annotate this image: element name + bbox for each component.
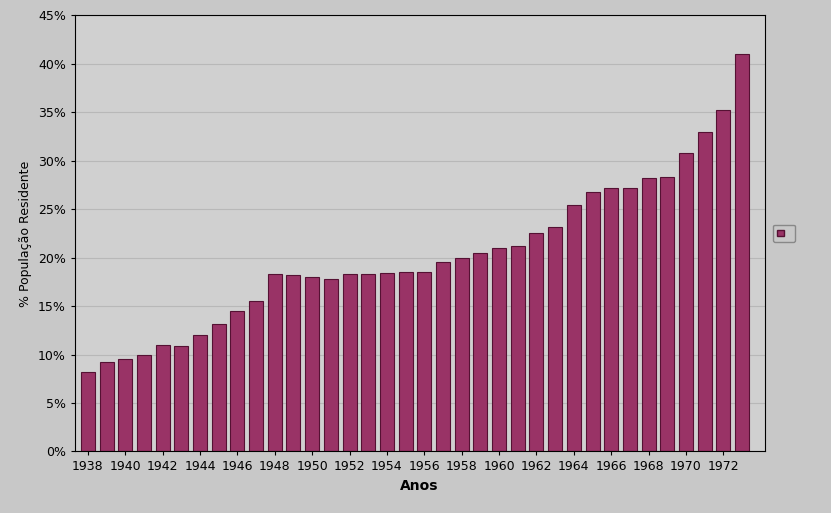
Bar	[661, 177, 674, 451]
Bar	[212, 324, 226, 451]
Bar	[380, 273, 394, 451]
Bar	[474, 253, 488, 451]
Bar	[679, 153, 693, 451]
Bar	[305, 277, 319, 451]
Bar	[642, 178, 656, 451]
Bar	[137, 354, 151, 451]
Bar	[230, 311, 244, 451]
Bar	[287, 275, 301, 451]
Bar	[100, 362, 114, 451]
Bar	[511, 246, 525, 451]
Legend: 	[773, 225, 795, 242]
Bar	[436, 263, 450, 451]
Bar	[155, 345, 170, 451]
Bar	[586, 192, 599, 451]
Bar	[623, 188, 637, 451]
Bar	[399, 272, 413, 451]
Y-axis label: % População Residente: % População Residente	[19, 160, 32, 307]
Bar	[342, 274, 356, 451]
Bar	[118, 360, 132, 451]
Bar	[361, 274, 376, 451]
Bar	[548, 227, 563, 451]
Bar	[193, 335, 207, 451]
Bar	[455, 258, 469, 451]
Bar	[492, 248, 506, 451]
X-axis label: Anos: Anos	[401, 479, 439, 493]
Bar	[81, 372, 95, 451]
Bar	[735, 54, 749, 451]
Bar	[567, 205, 581, 451]
Bar	[175, 346, 189, 451]
Bar	[417, 272, 431, 451]
Bar	[529, 233, 543, 451]
Bar	[716, 110, 730, 451]
Bar	[268, 274, 282, 451]
Bar	[324, 279, 338, 451]
Bar	[249, 301, 263, 451]
Bar	[698, 132, 711, 451]
Bar	[604, 188, 618, 451]
